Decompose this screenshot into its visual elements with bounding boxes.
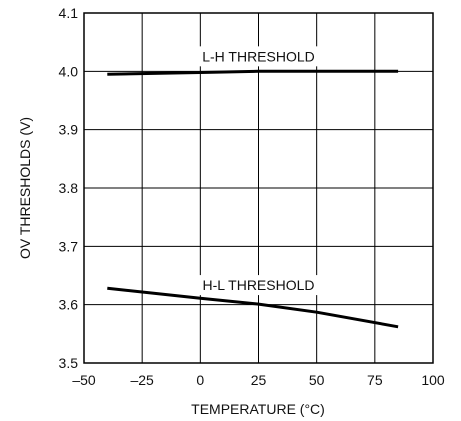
- series-label-background: [189, 46, 328, 67]
- labels: –50 –25 0 25 50 75 100 3.5 3.6 3.7 3.8 3.9 4.0 4.1 L-H…: [59, 5, 445, 388]
- x-tick-label: 75: [367, 372, 383, 388]
- series-label-lh-threshold: L-H THRESHOLD: [202, 48, 315, 64]
- y-tick-label: 3.8: [59, 180, 79, 196]
- plot-frame: [83, 12, 434, 364]
- x-tick-label: 25: [251, 372, 267, 388]
- series-line-lh-threshold: [107, 69, 399, 76]
- series-lines: [107, 69, 399, 329]
- x-tick-label: –25: [130, 372, 154, 388]
- x-tick-label: 100: [421, 372, 445, 388]
- y-tick-label: 3.6: [59, 297, 79, 313]
- y-axis-title: OV THRESHOLDS (V): [17, 117, 33, 259]
- y-tick-label: 4.0: [59, 63, 79, 79]
- x-tick-label: 50: [309, 372, 325, 388]
- y-tick-label: 4.1: [59, 5, 79, 21]
- x-tick-label: 0: [196, 372, 204, 388]
- y-tick-label: 3.7: [59, 238, 79, 254]
- series-line-hl-threshold: [107, 286, 399, 329]
- series-label-hl-threshold: H-L THRESHOLD: [202, 277, 314, 293]
- y-tick-label: 3.5: [59, 355, 79, 371]
- x-axis-title: TEMPERATURE (°C): [191, 401, 325, 417]
- series-label-background: [189, 275, 328, 296]
- x-tick-label: –50: [72, 372, 96, 388]
- y-tick-label: 3.9: [59, 122, 79, 138]
